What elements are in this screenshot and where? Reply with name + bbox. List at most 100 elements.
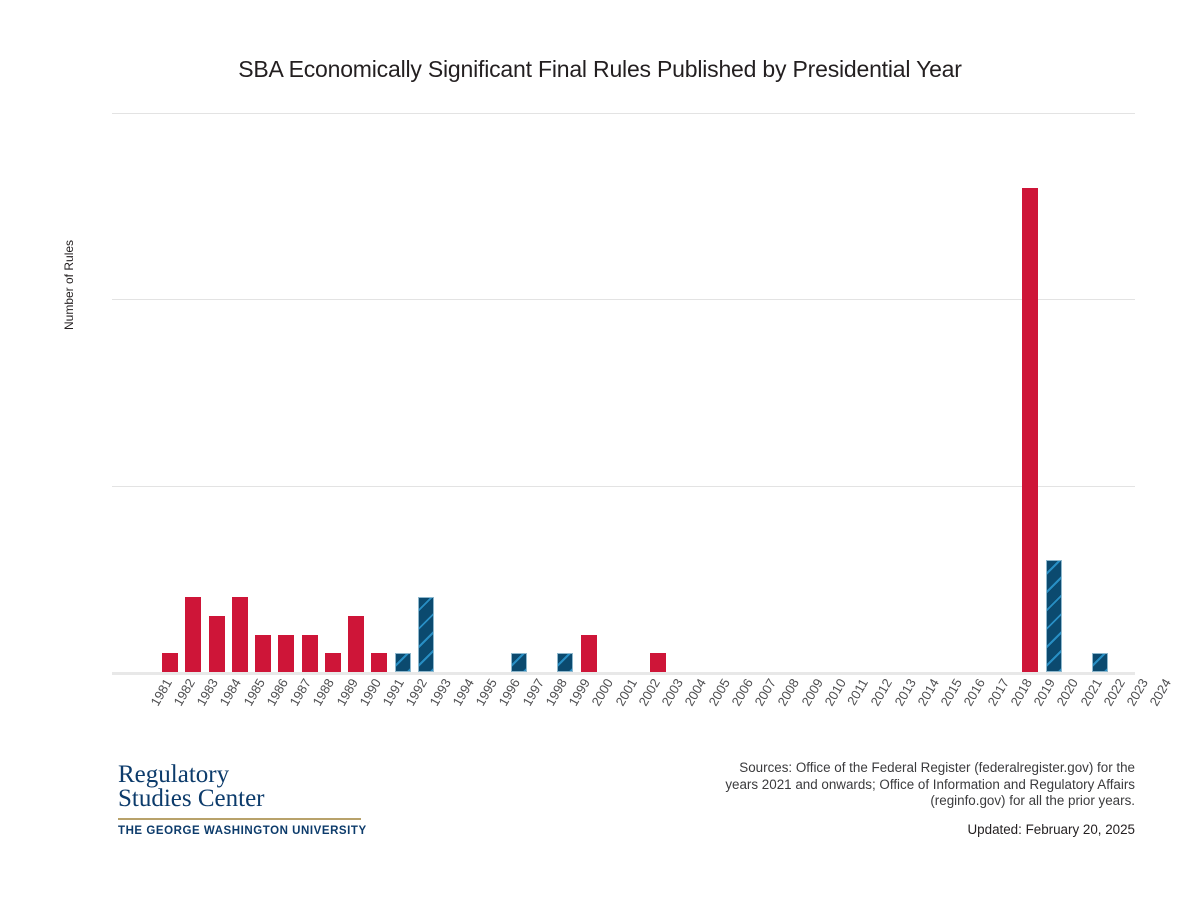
bar-slot bbox=[135, 113, 158, 672]
x-axis-tick-1993: 1993 bbox=[426, 676, 454, 709]
x-axis-tick-2011: 2011 bbox=[844, 676, 872, 708]
x-axis-tick-2005: 2005 bbox=[705, 676, 733, 709]
gridline-20 bbox=[112, 299, 1135, 301]
x-axis-tick-2016: 2016 bbox=[960, 676, 989, 709]
x-axis-tick-1994: 1994 bbox=[449, 676, 477, 709]
bar-slot bbox=[647, 113, 670, 672]
x-axis-tick-2015: 2015 bbox=[937, 676, 966, 709]
bar-slot bbox=[1112, 113, 1135, 672]
bar-slot bbox=[484, 113, 507, 672]
bar-slot bbox=[1089, 113, 1112, 672]
x-axis-tick-1983: 1983 bbox=[193, 676, 222, 709]
bar-slot bbox=[438, 113, 461, 672]
bar[interactable] bbox=[255, 634, 272, 672]
logo-line-1: Regulatory bbox=[118, 761, 230, 788]
logo-university-name: THE GEORGE WASHINGTON UNIVERSITY bbox=[118, 824, 367, 837]
bar[interactable] bbox=[557, 653, 574, 672]
x-axis-tick-2013: 2013 bbox=[891, 676, 919, 709]
x-axis-labels: 1981 1982 1983 1984 1985 1986 1987 1988 1989 1990… bbox=[112, 676, 1174, 736]
sources-note: Sources: Office of the Federal Register … bbox=[725, 760, 1135, 808]
organization-logo: Regulatory Studies Center THE GEORGE WAS… bbox=[118, 761, 418, 837]
bar-slot bbox=[693, 113, 716, 672]
bar-slot bbox=[1042, 113, 1065, 672]
logo-divider bbox=[118, 818, 361, 820]
bar[interactable] bbox=[162, 653, 179, 672]
bar[interactable] bbox=[417, 597, 434, 672]
bar-slot bbox=[996, 113, 1019, 672]
bar-slot bbox=[763, 113, 786, 672]
bar-slot bbox=[624, 113, 647, 672]
bar-slot bbox=[670, 113, 693, 672]
x-axis-tick-1985: 1985 bbox=[240, 676, 268, 709]
bar-slot bbox=[577, 113, 600, 672]
x-axis-tick-2019: 2019 bbox=[1030, 676, 1059, 709]
x-axis-tick-2004: 2004 bbox=[681, 676, 710, 709]
plot-area: 0102030 bbox=[112, 113, 1135, 675]
bar[interactable] bbox=[278, 634, 295, 672]
bar[interactable] bbox=[1045, 560, 1062, 672]
updated-date: Updated: February 20, 2025 bbox=[967, 822, 1136, 837]
bar-slot bbox=[810, 113, 833, 672]
x-axis-tick-2003: 2003 bbox=[658, 676, 687, 709]
x-axis-tick-1995: 1995 bbox=[472, 676, 501, 709]
bars-layer bbox=[112, 113, 1135, 672]
bar[interactable] bbox=[650, 653, 667, 672]
bar-slot bbox=[600, 113, 623, 672]
bar-slot bbox=[228, 113, 251, 672]
x-axis-tick-2008: 2008 bbox=[774, 676, 803, 709]
gridline-0 bbox=[112, 672, 1135, 675]
bar[interactable] bbox=[580, 634, 597, 672]
bar-slot bbox=[205, 113, 228, 672]
bar[interactable] bbox=[185, 597, 202, 672]
bar-slot bbox=[926, 113, 949, 672]
bar-slot bbox=[972, 113, 995, 672]
x-axis-tick-2021: 2021 bbox=[1077, 676, 1105, 709]
x-axis-tick-1988: 1988 bbox=[309, 676, 338, 709]
x-axis-tick-2009: 2009 bbox=[798, 676, 826, 709]
bar[interactable] bbox=[371, 653, 388, 672]
x-axis-tick-2017: 2017 bbox=[984, 676, 1012, 709]
bar-slot bbox=[740, 113, 763, 672]
bar[interactable] bbox=[1022, 187, 1039, 672]
x-axis-tick-1989: 1989 bbox=[333, 676, 361, 709]
bar-slot bbox=[949, 113, 972, 672]
bar[interactable] bbox=[348, 616, 365, 672]
bar-slot bbox=[531, 113, 554, 672]
x-axis-tick-2024: 2024 bbox=[1146, 676, 1175, 709]
x-axis-tick-1996: 1996 bbox=[495, 676, 524, 709]
bar[interactable] bbox=[324, 653, 341, 672]
bar[interactable] bbox=[394, 653, 411, 672]
gridline-30 bbox=[112, 113, 1135, 114]
x-axis-tick-1981: 1981 bbox=[147, 676, 175, 709]
bar[interactable] bbox=[301, 634, 318, 672]
x-axis-tick-2000: 2000 bbox=[588, 676, 617, 709]
x-axis-tick-1997: 1997 bbox=[519, 676, 547, 709]
x-axis-tick-1986: 1986 bbox=[263, 676, 291, 709]
x-axis-tick-1991: 1991 bbox=[379, 676, 408, 709]
bar-slot bbox=[1065, 113, 1088, 672]
bar-slot bbox=[856, 113, 879, 672]
page-title: SBA Economically Significant Final Rules… bbox=[238, 56, 962, 82]
bar[interactable] bbox=[231, 597, 248, 672]
x-axis-tick-1998: 1998 bbox=[542, 676, 570, 709]
x-axis-tick-1992: 1992 bbox=[402, 676, 431, 709]
bar[interactable] bbox=[1092, 653, 1109, 672]
x-axis-tick-1990: 1990 bbox=[356, 676, 384, 709]
gridline-10 bbox=[112, 485, 1135, 487]
bar[interactable] bbox=[510, 653, 527, 672]
bar-slot bbox=[879, 113, 902, 672]
bar-slot bbox=[391, 113, 414, 672]
bar[interactable] bbox=[208, 616, 225, 672]
bar-slot bbox=[414, 113, 437, 672]
x-axis-tick-2006: 2006 bbox=[728, 676, 756, 709]
bar-slot bbox=[507, 113, 530, 672]
bar-slot bbox=[159, 113, 182, 672]
bar-slot bbox=[903, 113, 926, 672]
x-axis-tick-1984: 1984 bbox=[216, 676, 245, 709]
bar-slot bbox=[1019, 113, 1042, 672]
x-axis-tick-2018: 2018 bbox=[1007, 676, 1035, 709]
x-axis-tick-2023: 2023 bbox=[1123, 676, 1152, 709]
bar-slot bbox=[112, 113, 135, 672]
y-axis-title: Number of Rules bbox=[62, 239, 76, 330]
x-axis-tick-1982: 1982 bbox=[170, 676, 198, 709]
